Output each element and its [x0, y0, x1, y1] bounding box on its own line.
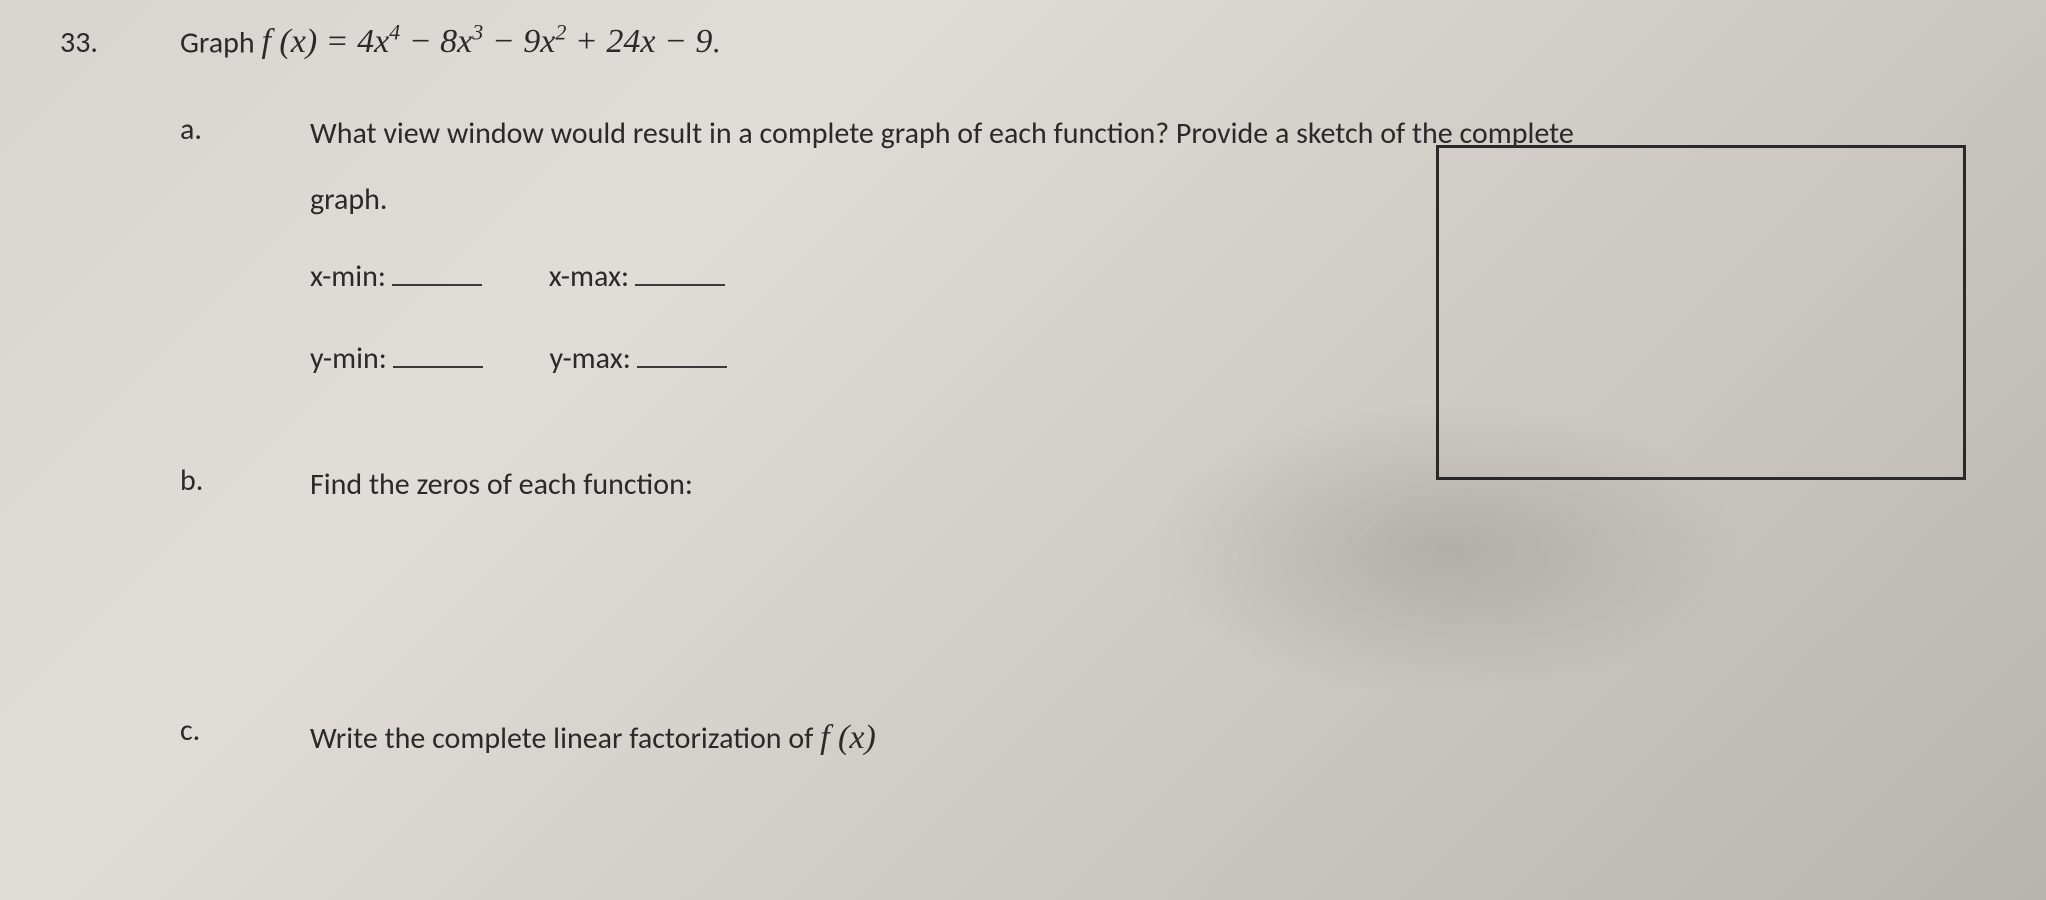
- xmax-blank[interactable]: [635, 284, 725, 286]
- xmax-label: x-max:: [549, 258, 629, 295]
- part-c-prefix: Write the complete linear factorization …: [310, 720, 820, 757]
- xmin-label: x-min:: [310, 258, 386, 295]
- ymax-label: y-max:: [550, 340, 631, 377]
- function-expression: f (x) = 4x4 − 8x3 − 9x2 + 24x − 9: [261, 23, 712, 60]
- part-a-question-line1: What view window would result in a compl…: [310, 115, 1574, 152]
- part-a-letter: a.: [180, 111, 310, 148]
- ymax-blank[interactable]: [637, 366, 727, 368]
- part-c-row: c. Write the complete linear factorizati…: [180, 712, 1986, 763]
- part-c-letter: c.: [180, 712, 310, 749]
- function-ref: f (x): [820, 719, 876, 756]
- sketch-box[interactable]: [1436, 145, 1966, 480]
- part-b-letter: b.: [180, 462, 310, 499]
- ymin-label: y-min:: [310, 340, 387, 377]
- prompt-suffix: .: [712, 24, 720, 61]
- xmin-blank[interactable]: [392, 284, 482, 286]
- problem-number: 33.: [60, 24, 180, 61]
- ymin-blank[interactable]: [393, 366, 483, 368]
- problem-prompt: Graph f (x) = 4x4 − 8x3 − 9x2 + 24x − 9.: [180, 20, 720, 61]
- problem-header: 33. Graph f (x) = 4x4 − 8x3 − 9x2 + 24x …: [60, 20, 1986, 61]
- prompt-prefix: Graph: [180, 24, 261, 61]
- part-c-question: Write the complete linear factorization …: [310, 712, 1986, 763]
